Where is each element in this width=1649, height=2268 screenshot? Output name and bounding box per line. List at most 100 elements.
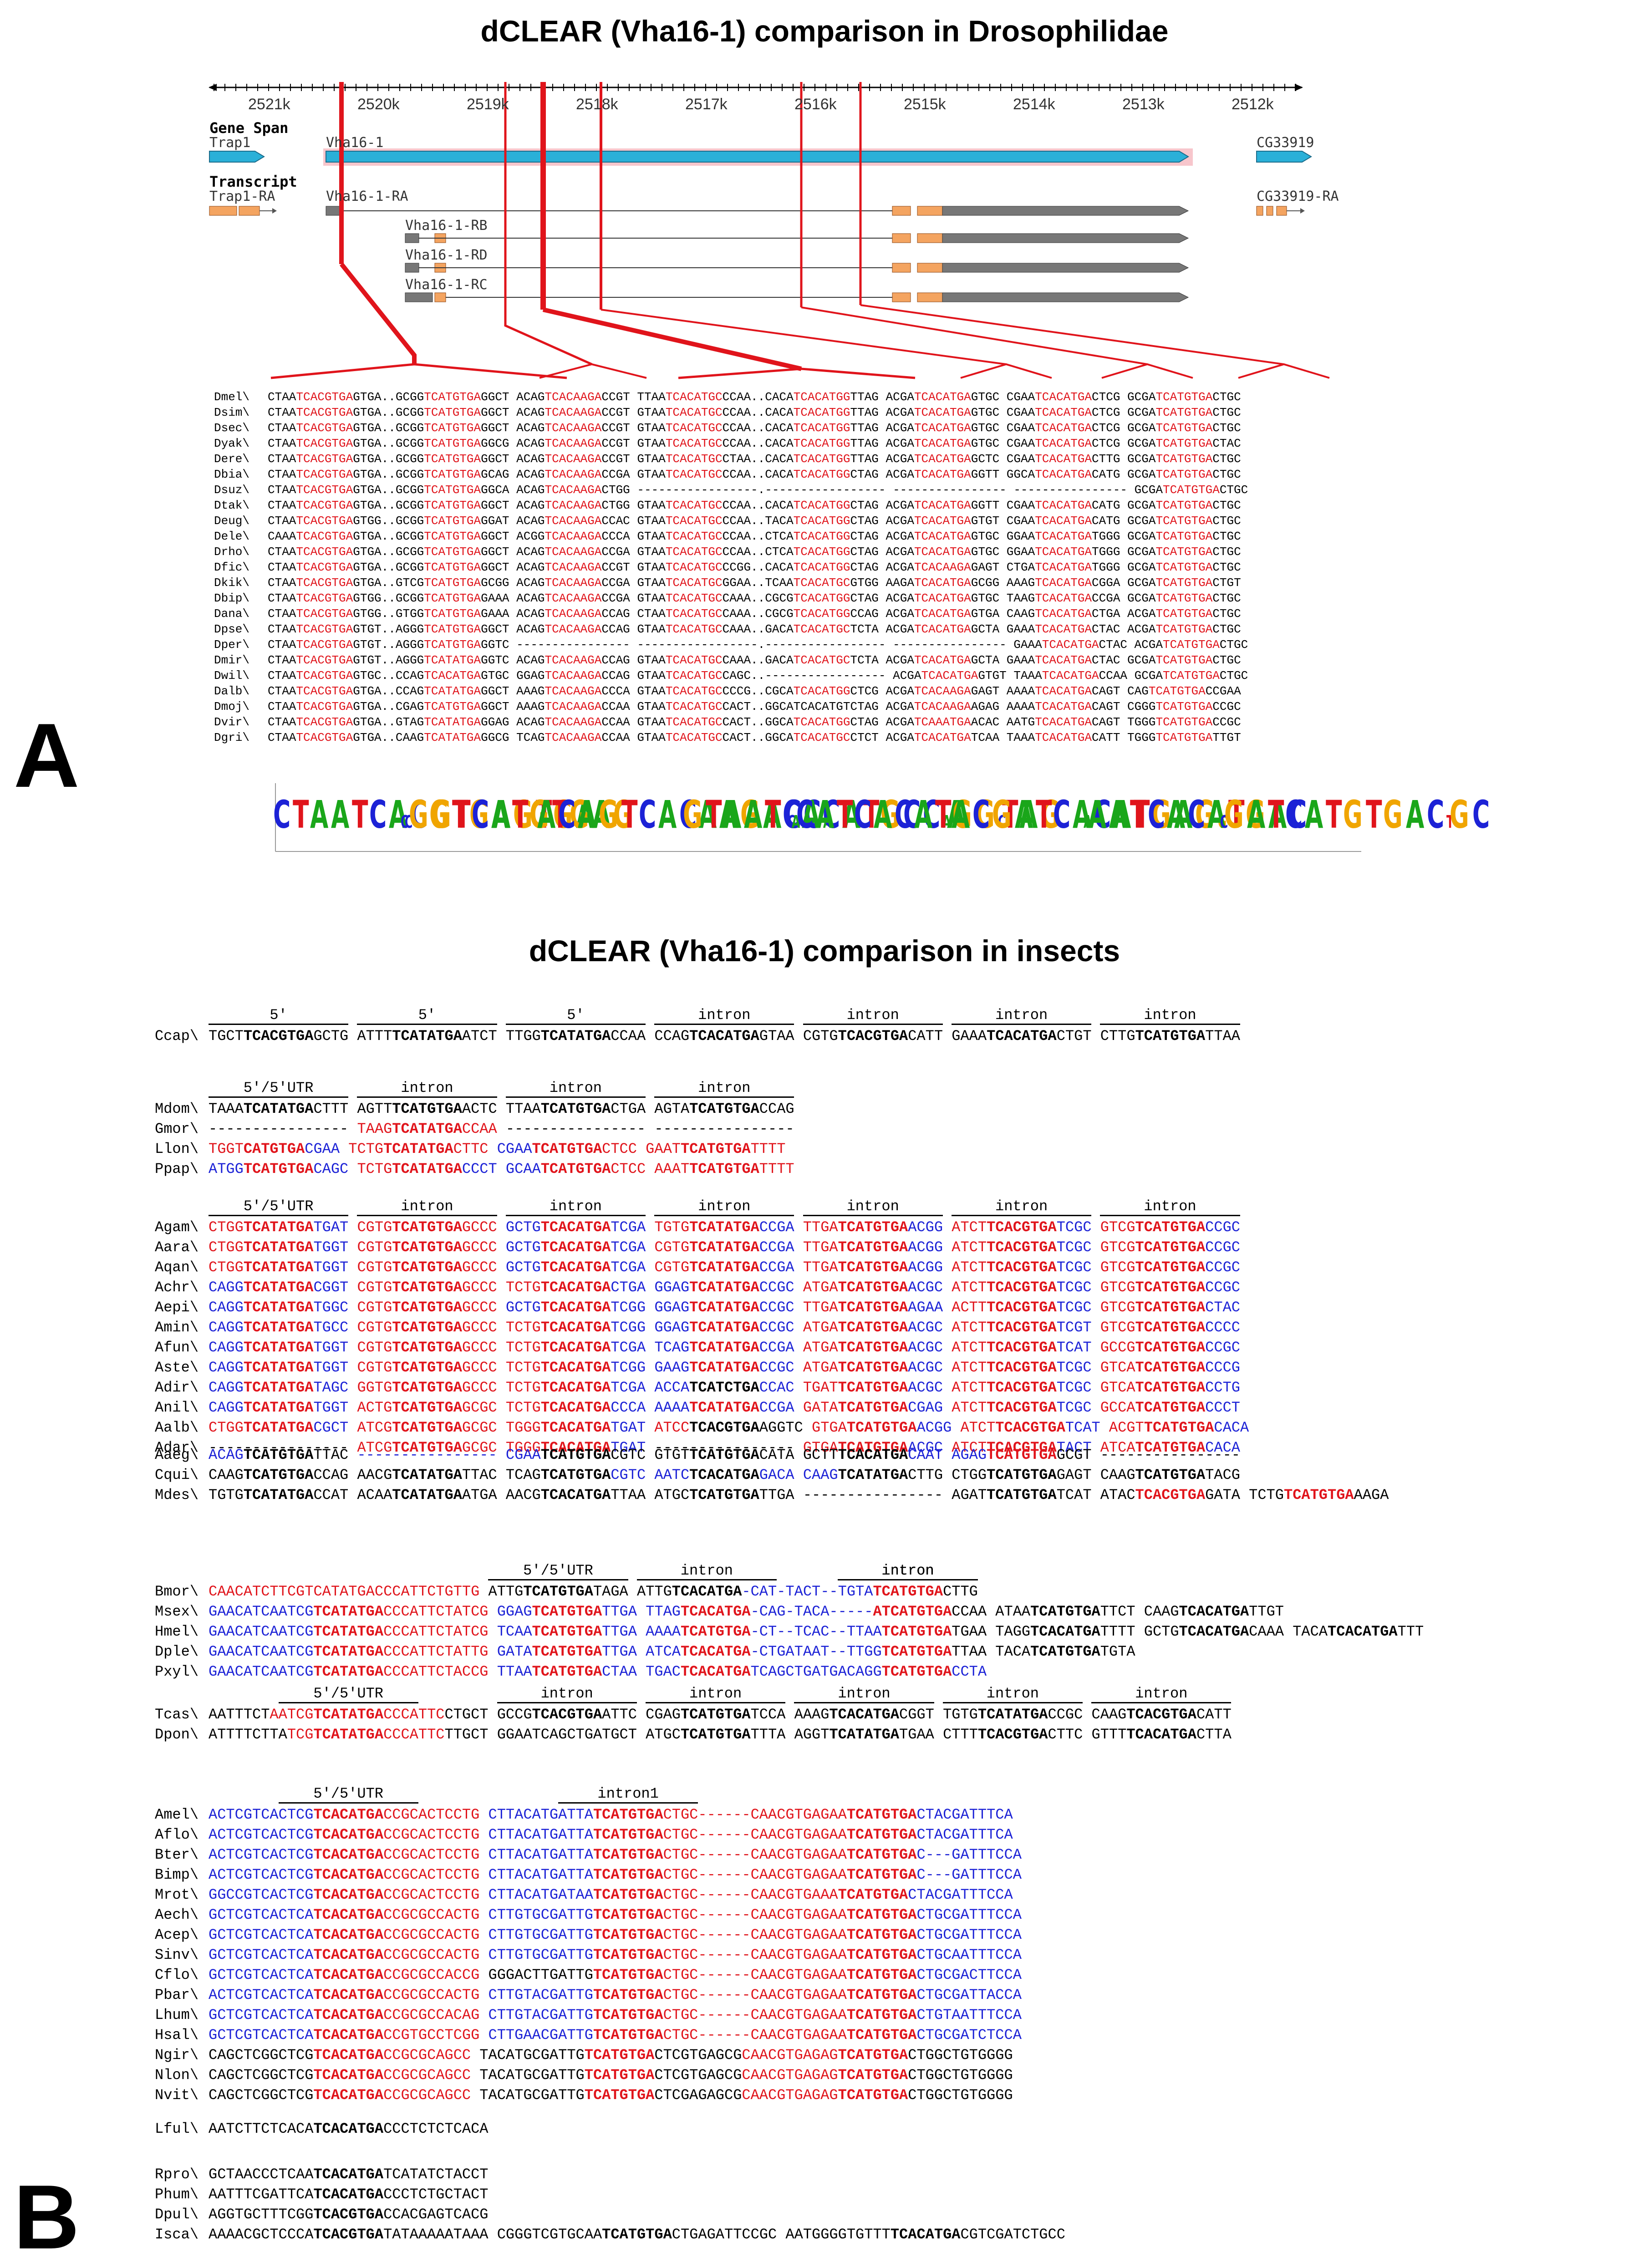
sequence-segment: CTTACATGATTA <box>479 1846 593 1863</box>
alignment-row: Dbip\ CTAATCACGTGAGTGG..GCGGTCATGTGAGAAA … <box>214 591 1248 606</box>
ebox-motif: TCATGTGA <box>838 1319 908 1336</box>
ebox-motif: TCATGTGA <box>873 1583 943 1600</box>
sequence-segment: GCCC <box>462 1219 497 1236</box>
alignment-row: Dper\ CTAATCACGTGAGTGT..AGGGTCATGTGAGGTC … <box>214 637 1248 652</box>
ebox-motif: TCACGTGA <box>987 1259 1057 1276</box>
species-name: Msex\ <box>155 1603 199 1620</box>
ebox-motif: TCATATGA <box>243 1101 314 1117</box>
alignment-row: Dsuz\ CTAATCACGTGAGTGA..GCGGTCATGTGAGGCA … <box>214 482 1248 498</box>
sequence-segment: CAGG <box>209 1379 244 1396</box>
species-name: Achr\ <box>155 1279 199 1296</box>
header-label: 5'/5'UTR <box>243 1198 314 1215</box>
sequence-segment: CTTACATGATTA <box>479 1826 593 1843</box>
ebox-motif: TCACGTGA <box>532 1706 602 1723</box>
transcript-ra <box>326 206 1189 216</box>
species-name: Deug\ <box>214 514 250 528</box>
ebox-motif: TCACGTGA <box>987 1279 1057 1296</box>
ebox-motif: TCATGTGA <box>540 1101 611 1117</box>
ebox-motif: TCATGTGA <box>987 1487 1057 1504</box>
sequence: CTAATCACGTGAGTGA..GCGGTCATGTGAGCAG ACAGT… <box>268 468 1241 481</box>
sequence-segment: GCTCGTCACTCA <box>209 1967 314 1983</box>
sequence-segment: CAACGTGAGAA <box>750 1927 847 1943</box>
alignment-row: Tcas\ AATTTCTAATCGTCATATGACCCATTCCTGCT GC… <box>155 1705 1232 1725</box>
sequence-segment: -CAG-TACA----- <box>750 1603 873 1620</box>
ebox-motif: TCATGTGA <box>532 1603 602 1620</box>
ebox-motif: TCACATGA <box>1179 1603 1249 1620</box>
species-name: Amel\ <box>155 1806 199 1823</box>
species-group: Rpro\ GCTAACCCTCAATCACATGATCATATCTACCT Phu… <box>155 2165 1065 2245</box>
ebox-motif: TCATGTGA <box>846 2027 917 2044</box>
sequence-segment: ACTCGTCACTCG <box>209 1866 314 1883</box>
sequence-segment: CCCATTCTATCG <box>383 1603 489 1620</box>
ebox-motif: TCATGTGA <box>846 1927 917 1943</box>
sequence-segment: GGAG <box>646 1299 690 1316</box>
sequence-segment: CCGCGCAGCC <box>383 2087 471 2104</box>
species-name: Dmir\ <box>214 653 250 667</box>
sequence-segment: TCATATCTACCT <box>383 2166 489 2183</box>
species-name: Aalb\ <box>155 1419 199 1436</box>
sequence-segment: CAACGTGAGAA <box>750 1906 847 1923</box>
sequence-segment: GGCCGTCACTCG <box>209 1886 314 1903</box>
sequence-segment: TCTG <box>348 1161 392 1177</box>
ebox-motif: TCACATGA <box>689 1028 759 1045</box>
alignment-row: Gmor\ ---------------- TAAGTCATATGACCAA -… <box>155 1119 794 1139</box>
ebox-motif: TCATGTGA <box>881 1663 952 1680</box>
alignment-row: Deug\ CTAATCACGTGAGTGG..GCGGTCATGTGAGGAT … <box>214 513 1248 529</box>
ebox-motif: TCACGTGA <box>243 1028 314 1045</box>
species-name: Mdes\ <box>155 1487 199 1504</box>
sequence-segment: CAGG <box>209 1319 244 1336</box>
sequence-segment: ACGG <box>908 1259 943 1276</box>
sequence-segment: CCGA <box>759 1339 794 1356</box>
sequence-segment: CTTA <box>1196 1726 1232 1743</box>
ebox-motif: TCATGTGA <box>680 1623 751 1640</box>
header-label: 5'/5'UTR <box>313 1685 383 1702</box>
sequence-segment: TCGC <box>1056 1399 1092 1416</box>
sequence-segment: ACGG <box>916 1419 952 1436</box>
sequence-segment: ---------------- <box>357 1447 497 1463</box>
ebox-motif: TCACATGA <box>313 1927 384 1943</box>
sequence-segment: CTACGATTTCCA <box>908 1886 1013 1903</box>
sequence-segment: GCCC <box>462 1379 497 1396</box>
header-label: 5' <box>418 1007 436 1024</box>
tick-label: 2520k <box>357 96 400 113</box>
sequence-segment: CAGCTCGGCTCG <box>209 2067 314 2084</box>
sequence-segment: CCGCACTCCTG <box>383 1866 480 1883</box>
sequence-segment: TCGC <box>1056 1219 1092 1236</box>
tick-label: 2514k <box>1013 96 1055 113</box>
sequence-segment: ACGC <box>908 1379 943 1396</box>
ebox-motif: TCACATGA <box>540 1419 611 1436</box>
sequence-segment: CCGC <box>759 1319 794 1336</box>
sequence-segment: GAAG <box>646 1359 690 1376</box>
sequence-segment: ATCT <box>943 1339 987 1356</box>
sequence-segment: TGTA <box>1100 1643 1135 1660</box>
ebox-motif: TCATATGA <box>243 1359 314 1376</box>
sequence-segment: CCAT ACAA <box>313 1487 392 1504</box>
alignment-row: Dpon\ ATTTTCTTATCGTCATATGACCCATTCTTGCT GG… <box>155 1725 1232 1745</box>
ebox-motif: TCACATGA <box>313 1886 384 1903</box>
ebox-motif: TCATGTGA <box>838 1299 908 1316</box>
alignment-row: Nvit\ CAGCTCGGCTCGTCACATGACCGCGCAGCC TACA… <box>155 2085 1022 2105</box>
sequence-segment: GGGACTTGATTG <box>479 1967 593 1983</box>
sequence-segment: ACGG <box>908 1239 943 1256</box>
ebox-motif: TCATGTGA <box>680 1706 751 1723</box>
ebox-motif: TCATGTGA <box>1135 1319 1206 1336</box>
sequence-segment: AATCG <box>270 1706 314 1723</box>
ebox-motif: TCATATGA <box>838 1467 908 1483</box>
sequence-segment: TTAA TACA <box>952 1643 1031 1660</box>
drosophila-alignment: Dmel\ CTAATCACGTGAGTGA..GCGGTCATGTGAGGCT … <box>214 389 1248 745</box>
ebox-motif: TCATGTGA <box>1144 1419 1214 1436</box>
alignment-row: Ccap\ TGCTTCACGTGAGCTG ATTTTCATATGAATCT T… <box>155 1026 1240 1046</box>
ebox-motif: TCACGTGA <box>1126 1706 1196 1723</box>
ebox-motif: TCATATGA <box>689 1299 759 1316</box>
sequence-segment: CAGCTCGGCTCG <box>209 2047 314 2064</box>
sequence-segment: GAGT CAAG <box>1056 1467 1135 1483</box>
sequence-segment: TGAA CTTT <box>899 1726 978 1743</box>
species-name: Adir\ <box>155 1379 199 1396</box>
ebox-motif: TCATGTGA <box>593 1967 663 1983</box>
species-name: Cqui\ <box>155 1467 199 1483</box>
sequence-segment: CCAA ATAA <box>952 1603 1031 1620</box>
sequence-segment: CTGC------ <box>663 1906 751 1923</box>
sequence-segment: CAACGTGAGAA <box>750 1866 847 1883</box>
sequence-segment: CCGA <box>759 1239 794 1256</box>
sequence: CTAATCACGTGAGTGT..AGGGTCATGTGAGGCT ACAGT… <box>268 622 1241 636</box>
